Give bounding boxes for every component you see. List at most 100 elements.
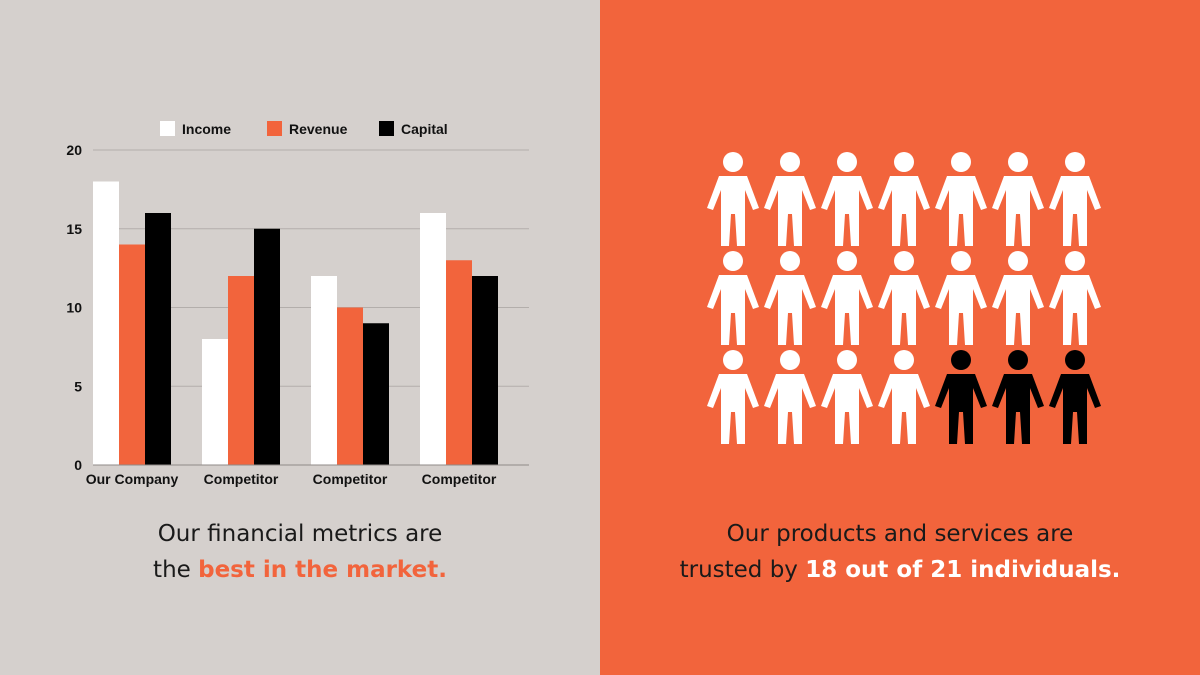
person-head (837, 152, 857, 172)
person-body (821, 374, 873, 444)
person-icon-trusted (935, 152, 987, 246)
bar-income (311, 276, 337, 465)
bar-revenue (228, 276, 254, 465)
person-head (780, 350, 800, 370)
person-icon-trusted (1049, 251, 1101, 345)
person-icon-trusted (821, 350, 873, 444)
person-body (1049, 374, 1101, 444)
person-head (1065, 350, 1085, 370)
person-head (951, 152, 971, 172)
person-icon-trusted (1049, 152, 1101, 246)
person-body (935, 374, 987, 444)
person-head (837, 350, 857, 370)
person-body (878, 176, 930, 246)
person-icon-other (992, 350, 1044, 444)
person-head (894, 251, 914, 271)
legend-label-revenue: Revenue (289, 121, 348, 137)
person-icon-trusted (878, 251, 930, 345)
person-icon-trusted (992, 152, 1044, 246)
right-caption-prefix: trusted by (679, 557, 806, 583)
bar-revenue (337, 307, 363, 465)
legend-swatch-income (160, 121, 175, 136)
person-head (837, 251, 857, 271)
people-pictogram (707, 152, 1101, 444)
left-caption-line1: Our financial metrics are (157, 521, 443, 547)
person-body (992, 275, 1044, 345)
legend-label-capital: Capital (401, 121, 448, 137)
legend-label-income: Income (182, 121, 231, 137)
x-tick-label: Competitor (204, 471, 279, 487)
left-caption-highlight: best in the market. (198, 557, 447, 583)
person-body (935, 275, 987, 345)
y-tick-label: 5 (74, 378, 82, 394)
person-head (1065, 152, 1085, 172)
person-icon-trusted (707, 350, 759, 444)
person-icon-trusted (878, 350, 930, 444)
person-icon-other (935, 350, 987, 444)
x-tick-label: Our Company (86, 471, 179, 487)
person-body (707, 374, 759, 444)
person-head (1065, 251, 1085, 271)
right-caption: Our products and services are trusted by… (600, 516, 1200, 588)
person-head (780, 152, 800, 172)
y-tick-label: 20 (66, 142, 82, 158)
person-icon-other (1049, 350, 1101, 444)
bar-capital (145, 213, 171, 465)
person-head (894, 350, 914, 370)
x-tick-label: Competitor (313, 471, 388, 487)
bar-income (420, 213, 446, 465)
left-caption-line2: the best in the market. (0, 552, 600, 588)
x-tick-label: Competitor (422, 471, 497, 487)
chart-panel: 0 5 10 15 20 Our Company Competitor Competitor C… (0, 0, 600, 675)
bar-income (93, 181, 119, 465)
person-head (894, 152, 914, 172)
left-caption: Our financial metrics are the best in th… (0, 516, 600, 588)
person-icon-trusted (764, 152, 816, 246)
person-head (723, 251, 743, 271)
bar-capital (254, 228, 280, 465)
person-body (992, 374, 1044, 444)
bar-income (202, 339, 228, 465)
person-head (723, 350, 743, 370)
pictogram-panel: Our products and services are trusted by… (600, 0, 1200, 675)
person-head (951, 350, 971, 370)
person-head (1008, 152, 1028, 172)
left-caption-prefix: the (153, 557, 199, 583)
person-body (1049, 176, 1101, 246)
person-body (764, 374, 816, 444)
bar-revenue (446, 260, 472, 465)
person-icon-trusted (707, 152, 759, 246)
person-body (1049, 275, 1101, 345)
right-caption-line1: Our products and services are (726, 521, 1074, 547)
person-body (935, 176, 987, 246)
y-tick-label: 10 (66, 300, 82, 316)
legend-swatch-capital (379, 121, 394, 136)
person-body (878, 374, 930, 444)
person-body (764, 176, 816, 246)
y-tick-label: 0 (74, 457, 82, 473)
person-icon-trusted (878, 152, 930, 246)
bar-revenue (119, 244, 145, 465)
person-body (821, 275, 873, 345)
person-icon-trusted (707, 251, 759, 345)
person-body (707, 176, 759, 246)
person-body (821, 176, 873, 246)
right-caption-line2: trusted by 18 out of 21 individuals. (600, 552, 1200, 588)
person-body (878, 275, 930, 345)
person-icon-trusted (764, 350, 816, 444)
person-body (992, 176, 1044, 246)
y-tick-label: 15 (66, 221, 82, 237)
person-icon-trusted (992, 251, 1044, 345)
person-icon-trusted (935, 251, 987, 345)
person-head (723, 152, 743, 172)
right-caption-highlight: 18 out of 21 individuals. (805, 557, 1121, 583)
bar-chart: 0 5 10 15 20 Our Company Competitor Competitor C… (66, 121, 529, 487)
person-icon-trusted (821, 152, 873, 246)
person-head (1008, 350, 1028, 370)
person-icon-trusted (821, 251, 873, 345)
bar-capital (472, 276, 498, 465)
person-head (780, 251, 800, 271)
person-head (1008, 251, 1028, 271)
person-body (707, 275, 759, 345)
legend-swatch-revenue (267, 121, 282, 136)
